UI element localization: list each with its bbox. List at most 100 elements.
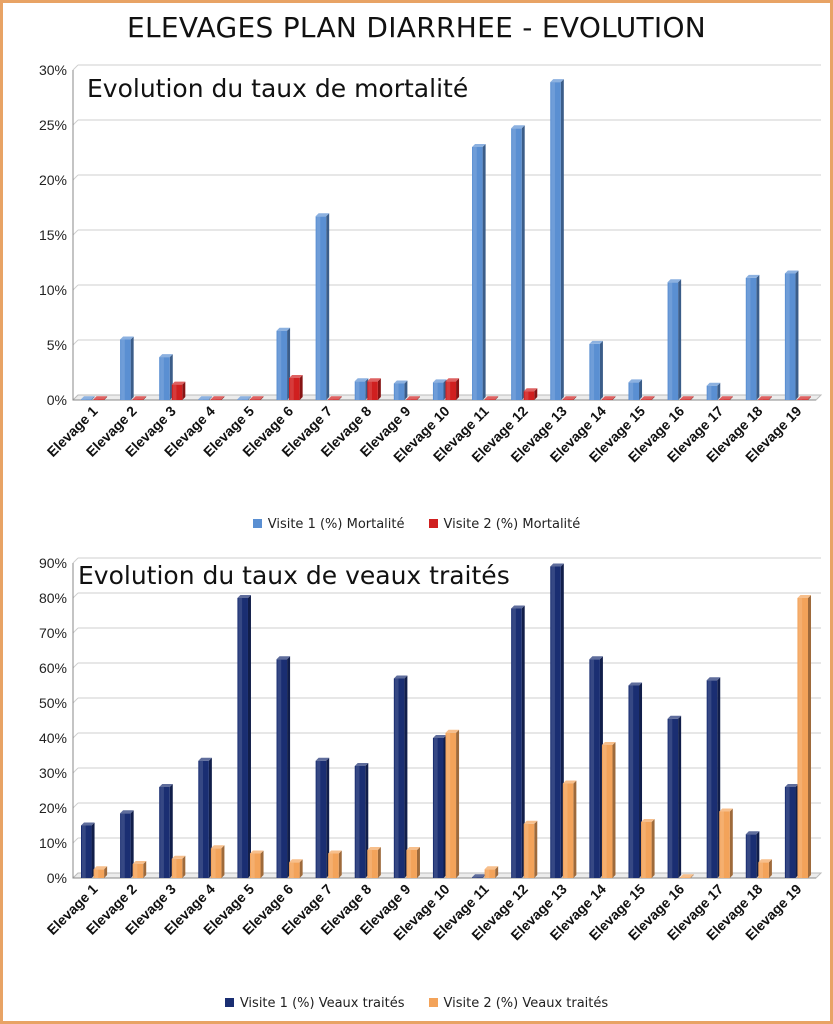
mortality-chart-panel: 0% 5% 10% 15% 20% 25% 30% Evolution du taux de … [3, 55, 830, 505]
bar-2-5 [249, 396, 264, 400]
bar-1-1 [80, 822, 95, 878]
bar-2-1 [93, 866, 108, 878]
bar-2-17 [719, 396, 733, 400]
bar-2-12 [523, 820, 538, 878]
bar-1-4 [198, 396, 212, 400]
bar-2-16 [680, 874, 694, 878]
bar-1-3 [159, 784, 173, 878]
bar-2-8 [367, 378, 381, 400]
y-tick-label: 90% [39, 555, 67, 571]
bar-2-7 [328, 396, 342, 400]
bar-1-7 [315, 213, 330, 400]
y-tick-label: 0% [47, 392, 67, 408]
bar-1-19 [784, 784, 799, 878]
bar-1-12 [511, 125, 525, 401]
bar-2-6 [289, 859, 303, 878]
gridline-side [72, 837, 79, 844]
bar-1-11 [472, 144, 486, 400]
treated-calves-chart: 0% 10% 20% 30% 40% 50% 60% 70% 80% 90% Evolution d… [39, 555, 823, 943]
bar-2-16 [680, 396, 694, 400]
bar-1-15 [628, 682, 643, 878]
bar-2-9 [406, 396, 420, 400]
treated-calves-chart-panel: 0% 10% 20% 30% 40% 50% 60% 70% 80% 90% Evolution d… [3, 548, 830, 988]
y-tick-label: 0% [47, 870, 67, 886]
legend-swatch [428, 998, 438, 1007]
bar-2-13 [562, 780, 577, 878]
bar-1-18 [745, 274, 760, 400]
gridline-side [72, 229, 79, 236]
bar-2-13 [562, 396, 577, 400]
bar-1-18 [745, 831, 760, 878]
bar-2-2 [132, 396, 147, 400]
legend-label: Visite 2 (%) Mortalité [443, 517, 581, 532]
gridline-side [72, 802, 79, 809]
legend-swatch [224, 998, 234, 1007]
treated-calves-legend: Visite 1 (%) Veaux traités Visite 2 (%) V… [3, 996, 830, 1011]
y-tick-label: 25% [39, 117, 67, 133]
bar-1-3 [159, 354, 173, 400]
bar-1-10 [432, 379, 447, 400]
gridline-side [72, 592, 79, 599]
y-tick-label: 20% [39, 172, 67, 188]
gridline-side [72, 767, 79, 774]
legend-label: Visite 1 (%) Veaux traités [239, 996, 405, 1011]
gridline-side [72, 64, 79, 71]
bar-1-16 [667, 279, 682, 400]
legend-item: Visite 2 (%) Veaux traités [428, 996, 608, 1011]
bar-2-1 [93, 396, 108, 400]
bar-1-7 [315, 757, 330, 878]
bar-1-6 [276, 327, 291, 400]
bar-2-18 [758, 396, 772, 400]
bar-2-3 [171, 381, 186, 400]
bar-1-15 [628, 379, 643, 400]
chart-title: Evolution du taux de veaux traités [78, 561, 510, 590]
bar-1-4 [198, 757, 212, 878]
bar-1-8 [354, 378, 369, 400]
gridline-side [72, 662, 79, 669]
y-tick-label: 20% [39, 800, 67, 816]
bar-2-11 [484, 866, 499, 878]
gridline-side [72, 284, 79, 291]
bar-1-13 [550, 563, 564, 878]
y-tick-label: 50% [39, 695, 67, 711]
bar-1-14 [589, 656, 603, 878]
bar-2-4 [210, 396, 225, 400]
mortality-legend: Visite 1 (%) Mortalité Visite 2 (%) Morta… [3, 517, 830, 532]
y-tick-label: 40% [39, 730, 67, 746]
y-tick-label: 80% [39, 590, 67, 606]
bar-1-9 [393, 675, 408, 878]
mortality-chart: 0% 5% 10% 15% 20% 25% 30% Evolution du taux de … [39, 62, 823, 465]
bar-2-3 [171, 855, 186, 878]
bar-2-8 [367, 847, 381, 878]
bar-1-11 [472, 874, 486, 878]
bar-1-9 [393, 380, 408, 400]
bar-2-14 [601, 742, 616, 878]
bar-2-17 [719, 808, 733, 878]
y-tick-label: 30% [39, 62, 67, 78]
gridline-side [72, 732, 79, 739]
bar-1-13 [550, 79, 564, 400]
bar-2-7 [328, 850, 342, 878]
bar-2-19 [797, 595, 812, 878]
bar-1-1 [80, 396, 95, 400]
bar-2-2 [132, 861, 147, 878]
bar-2-15 [641, 396, 655, 400]
bar-2-9 [406, 847, 420, 878]
gridline-side [72, 339, 79, 346]
gridline-side [72, 557, 79, 564]
bar-2-15 [641, 819, 655, 878]
y-tick-label: 5% [47, 337, 67, 353]
bar-1-19 [784, 270, 799, 400]
bar-2-19 [797, 396, 812, 400]
bar-2-4 [210, 845, 225, 878]
legend-item: Visite 1 (%) Mortalité [252, 517, 405, 532]
gridline-side [72, 119, 79, 126]
legend-item: Visite 1 (%) Veaux traités [224, 996, 405, 1011]
bar-2-5 [249, 850, 264, 878]
gridline-side [72, 627, 79, 634]
legend-swatch [428, 519, 438, 528]
bar-2-10 [445, 729, 460, 878]
bar-1-17 [706, 677, 721, 878]
legend-swatch [252, 519, 262, 528]
page-title: ELEVAGES PLAN DIARRHEE - EVOLUTION [126, 11, 707, 44]
